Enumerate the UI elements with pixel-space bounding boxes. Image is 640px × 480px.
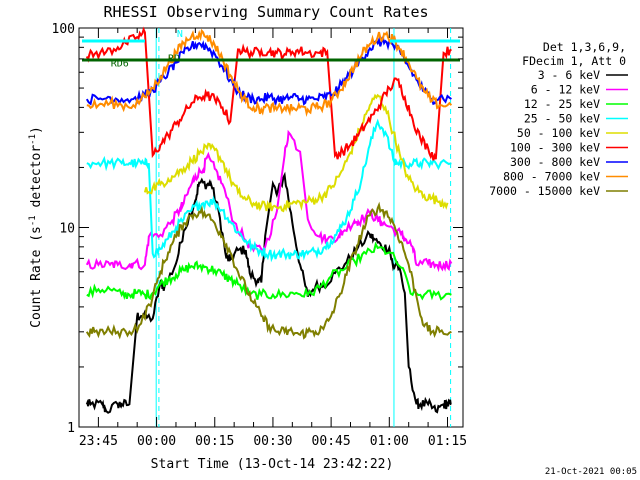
x-tick-label: 00:30 — [253, 434, 292, 449]
series-line — [85, 26, 452, 161]
x-tick-label: 00:15 — [195, 434, 234, 449]
reference-lines — [155, 28, 452, 427]
y-tick-label: 1 — [67, 421, 75, 436]
legend-label: 12 - 25 keV — [524, 97, 600, 111]
annotation-label: RD6 — [111, 59, 129, 70]
x-tick-label: 01:15 — [428, 434, 467, 449]
legend-label: 7000 - 15000 keV — [489, 184, 600, 198]
annotation-label: N — [177, 29, 183, 40]
legend-label: 100 - 300 keV — [510, 141, 600, 155]
observing-flags — [82, 39, 460, 62]
annotation-label: RD — [168, 53, 180, 64]
legend-label: 3 - 6 keV — [538, 68, 600, 82]
chart-title: RHESSI Observing Summary Count Rates — [103, 3, 428, 21]
annotations: RD6 RD N — [111, 29, 183, 70]
legend-header-line: Det 1,3,6,9, — [543, 40, 626, 54]
legend-label: 50 - 100 keV — [517, 126, 600, 140]
series-line — [143, 93, 449, 213]
footer-date: 21-Oct-2021 00:05 — [545, 467, 637, 477]
series-line — [85, 201, 452, 340]
y-tick-label: 100 — [52, 22, 75, 37]
y-axis-label: Count Rate (s-1 detector-1) — [28, 126, 44, 328]
x-tick-label: 00:00 — [137, 434, 176, 449]
series-line — [85, 129, 453, 273]
legend-label: 800 - 7000 keV — [503, 170, 600, 184]
x-tick-label: 00:45 — [312, 434, 351, 449]
series-line — [86, 241, 452, 301]
legend-label: 25 - 50 keV — [524, 112, 600, 126]
legend: Det 1,3,6,9, FDecim 1, Att 0 3 - 6 keV6 … — [489, 40, 628, 198]
series-line — [86, 118, 452, 263]
axes: 23:45 00:00 00:15 00:30 00:45 01:00 01:15 1 10 10… — [52, 22, 468, 449]
x-axis-label: Start Time (13-Oct-14 23:42:22) — [151, 457, 394, 472]
legend-label: 300 - 800 keV — [510, 155, 600, 169]
legend-label: 6 - 12 keV — [531, 83, 600, 97]
x-tick-label: 23:45 — [79, 434, 118, 449]
x-tick-label: 01:00 — [370, 434, 409, 449]
series-lines — [85, 26, 453, 414]
series-line — [86, 28, 453, 117]
y-tick-label: 10 — [59, 222, 75, 237]
legend-header-line: FDecim 1, Att 0 — [522, 54, 626, 68]
